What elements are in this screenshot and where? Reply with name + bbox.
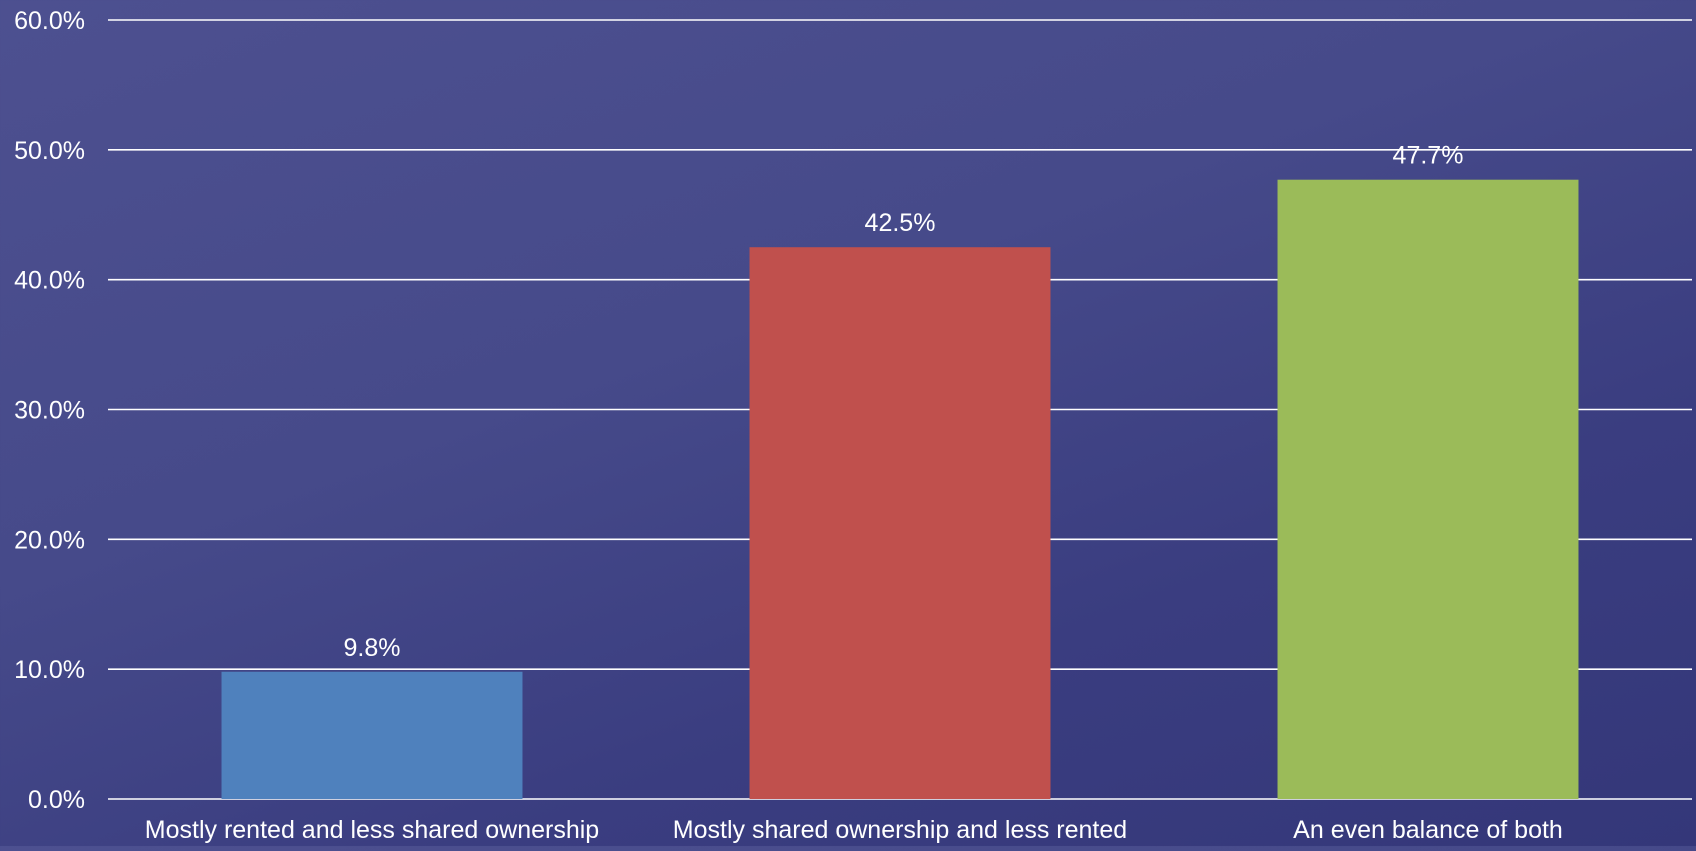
y-tick-label: 60.0% [14,7,85,35]
bars [221,179,1579,800]
x-axis-ticks: Mostly rented and less shared ownership M… [145,816,1563,844]
data-label: 9.8% [344,634,401,662]
y-axis-ticks: 0.0% 10.0% 20.0% 30.0% 40.0% 50.0% 60.0% [14,7,85,814]
x-tick-label: Mostly rented and less shared ownership [145,816,599,844]
y-tick-label: 40.0% [14,267,85,295]
y-tick-label: 50.0% [14,137,85,165]
data-labels: 9.8% 42.5% 47.7% [344,142,1464,662]
y-tick-label: 0.0% [28,786,85,814]
y-tick-label: 20.0% [14,526,85,554]
y-tick-label: 10.0% [14,656,85,684]
data-label: 47.7% [1393,142,1464,170]
y-tick-label: 30.0% [14,397,85,425]
bar [749,247,1051,800]
x-tick-label: An even balance of both [1293,816,1563,844]
data-label: 42.5% [865,209,936,237]
bar [221,671,523,799]
x-tick-label: Mostly shared ownership and less rented [673,816,1127,844]
bar [1277,179,1579,799]
